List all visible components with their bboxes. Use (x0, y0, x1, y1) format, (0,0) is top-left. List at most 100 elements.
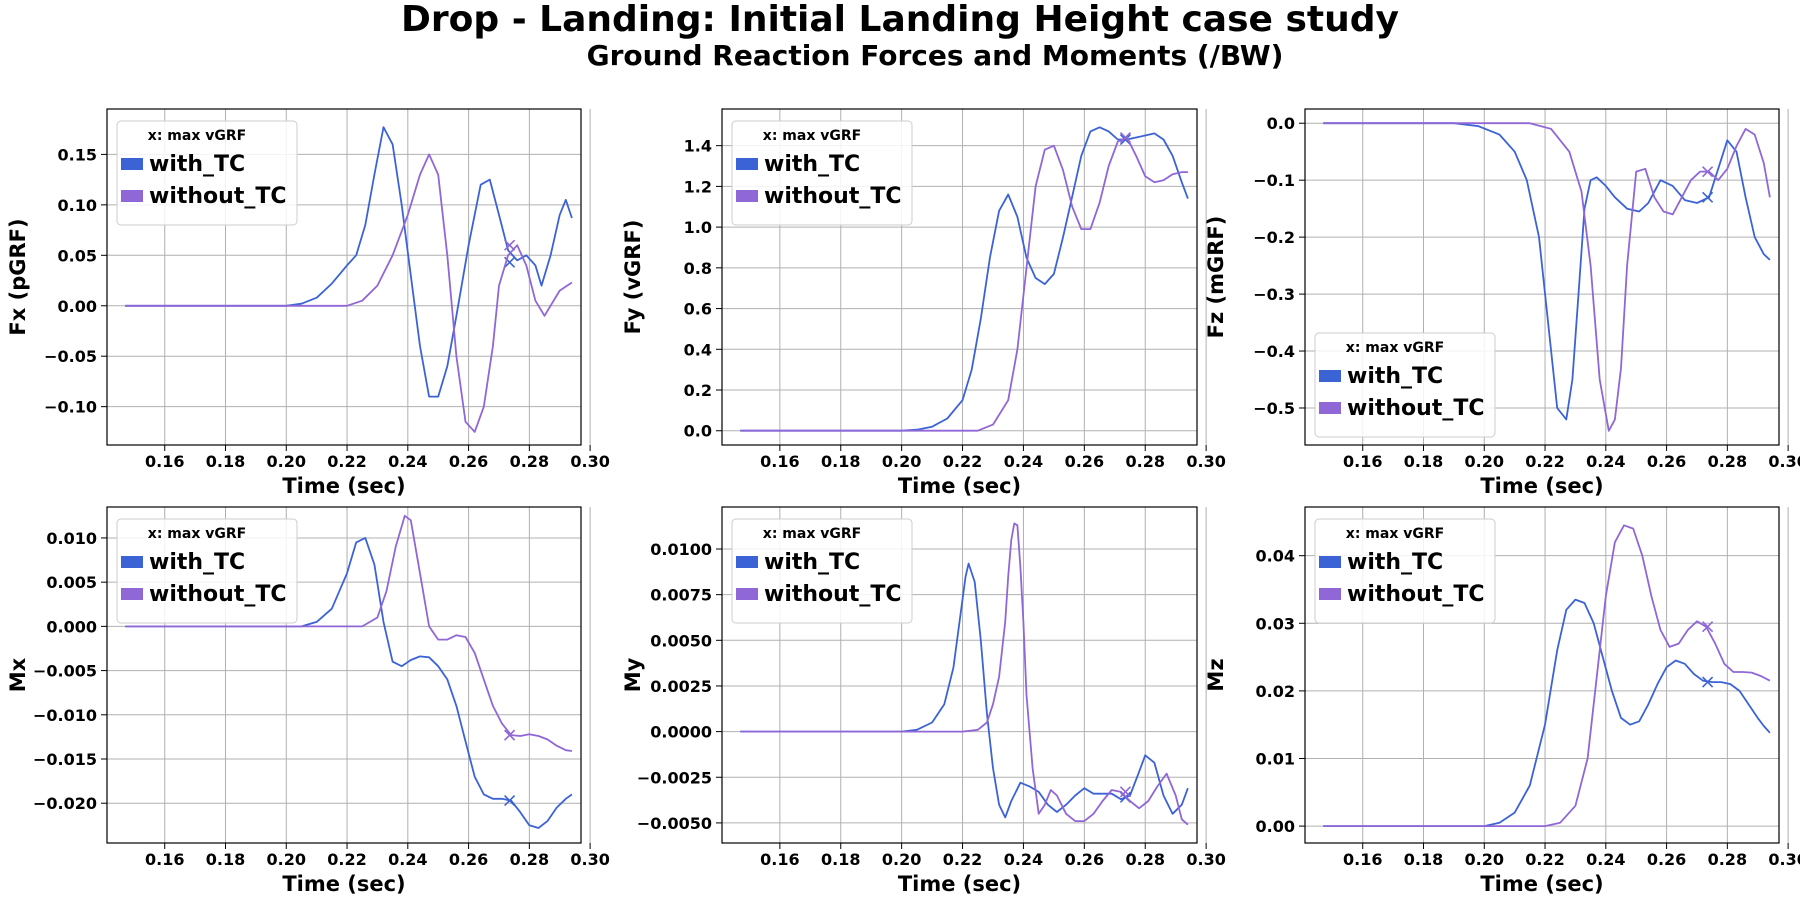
series-line-without_TC (740, 136, 1188, 432)
subplot-6: 0.16 0.18 0.20 0.22 0.24 0.26 0.28 0.30 0.00 0.01… (1204, 506, 1800, 896)
x-axis-label: Time (sec) (282, 872, 405, 896)
x-tick-label: 0.26 (449, 452, 488, 471)
y-tick-label: −0.0025 (637, 768, 712, 787)
subplot-2: 0.16 0.18 0.20 0.22 0.24 0.26 0.28 0.30 0.0 0.2 0.… (621, 108, 1226, 498)
y-tick-label: −0.5 (1253, 399, 1295, 418)
y-tick-label: −0.0050 (637, 814, 712, 833)
max-vgrf-marker (1702, 676, 1714, 688)
axes-frame (1304, 108, 1780, 446)
legend-box (116, 518, 298, 624)
x-tick-label: 0.26 (1065, 850, 1104, 869)
legend-title: x: max vGRF (763, 128, 861, 144)
y-tick-label: 0.01 (1256, 749, 1295, 768)
x-tick-label: 0.20 (1465, 850, 1504, 869)
x-tick-label: 0.16 (760, 452, 799, 471)
y-tick-label: 0.00 (58, 297, 97, 316)
x-tick-label: 0.16 (145, 850, 184, 869)
series-line-without_TC (1323, 122, 1771, 432)
figure-subtitle: Ground Reaction Forces and Moments (/BW) (586, 39, 1284, 72)
x-tick-label: 0.16 (1343, 850, 1382, 869)
y-tick-label: −0.3 (1253, 285, 1295, 304)
x-tick-label: 0.20 (882, 452, 921, 471)
legend-label-without_TC: without_TC (1347, 396, 1485, 421)
y-tick-label: 0.0000 (650, 723, 712, 742)
x-tick-label: 0.22 (1525, 452, 1564, 471)
legend-box (1314, 332, 1496, 438)
x-tick-label: 0.24 (1004, 850, 1043, 869)
y-tick-label: −0.020 (33, 794, 97, 813)
legend-label-without_TC: without_TC (764, 582, 902, 607)
x-tick-label: 0.28 (510, 452, 549, 471)
x-tick-label: 0.22 (327, 850, 366, 869)
x-tick-label: 0.18 (1404, 452, 1443, 471)
legend-box (731, 518, 913, 624)
legend: x: max vGRF with_TC without_TC (116, 518, 298, 624)
y-tick-label: −0.005 (33, 662, 97, 681)
x-tick-label: 0.30 (1768, 452, 1800, 471)
y-axis-label: My (621, 657, 645, 692)
x-tick-label: 0.30 (570, 850, 609, 869)
y-axis-label: Mz (1204, 658, 1228, 691)
max-vgrf-marker (1702, 191, 1714, 203)
x-tick-label: 0.24 (388, 850, 427, 869)
series-line-without_TC (125, 514, 573, 752)
y-tick-label: −0.1 (1253, 171, 1295, 190)
legend: x: max vGRF with_TC without_TC (731, 518, 913, 624)
legend-label-with_TC: with_TC (1347, 364, 1443, 389)
series-line-without_TC (125, 153, 573, 433)
y-tick-label: −0.05 (44, 347, 97, 366)
subplot-5: 0.16 0.18 0.20 0.22 0.24 0.26 0.28 0.30 −0.0050 −… (621, 506, 1226, 896)
max-vgrf-marker (1702, 621, 1714, 633)
axes-frame (106, 506, 582, 844)
subplot-1: 0.16 0.18 0.20 0.22 0.24 0.26 0.28 0.30 −0.10 −0.… (6, 108, 610, 498)
y-tick-label: −0.010 (33, 706, 97, 725)
legend-label-with_TC: with_TC (764, 152, 860, 177)
y-tick-label: 1.2 (684, 177, 712, 196)
legend-label-without_TC: without_TC (149, 184, 287, 209)
series-line-with_TC (740, 126, 1189, 432)
max-vgrf-marker (504, 239, 516, 251)
axes-frame (1304, 506, 1780, 844)
series-line-with_TC (1323, 598, 1771, 827)
legend-swatch-without_TC (736, 588, 758, 600)
x-tick-label: 0.26 (1647, 452, 1686, 471)
legend-label-without_TC: without_TC (149, 582, 287, 607)
y-tick-label: 0.2 (684, 381, 712, 400)
legend-title: x: max vGRF (148, 526, 246, 542)
max-vgrf-marker (1702, 166, 1714, 178)
x-tick-label: 0.18 (206, 850, 245, 869)
y-tick-label: −0.4 (1253, 342, 1295, 361)
max-vgrf-marker (504, 729, 516, 741)
legend-title: x: max vGRF (1346, 340, 1444, 356)
x-tick-label: 0.28 (1708, 850, 1747, 869)
y-axis-label: Fz (mGRF) (1204, 216, 1228, 339)
x-tick-label: 0.24 (388, 452, 427, 471)
figure-title: Drop - Landing: Initial Landing Height c… (401, 0, 1399, 40)
x-tick-label: 0.18 (821, 452, 860, 471)
legend-swatch-with_TC (121, 158, 143, 170)
y-tick-label: 1.4 (684, 137, 712, 156)
series-line-with_TC (125, 126, 573, 398)
x-tick-label: 0.26 (1065, 452, 1104, 471)
x-tick-label: 0.30 (1186, 452, 1225, 471)
legend: x: max vGRF with_TC without_TC (1314, 332, 1496, 438)
legend-label-with_TC: with_TC (149, 550, 245, 575)
max-vgrf-marker (1119, 131, 1132, 144)
x-tick-label: 0.28 (1125, 850, 1164, 869)
y-tick-label: 0.03 (1256, 614, 1295, 633)
x-tick-label: 0.18 (821, 850, 860, 869)
y-tick-label: −0.015 (33, 750, 97, 769)
x-tick-label: 0.30 (1768, 850, 1800, 869)
x-tick-label: 0.20 (882, 850, 921, 869)
legend-label-without_TC: without_TC (764, 184, 902, 209)
legend-title: x: max vGRF (148, 128, 246, 144)
y-tick-label: −0.10 (44, 398, 97, 417)
legend-swatch-without_TC (121, 588, 143, 600)
legend-title: x: max vGRF (763, 526, 861, 542)
y-tick-label: 0.05 (58, 246, 97, 265)
max-vgrf-marker (504, 794, 516, 807)
max-vgrf-marker (1119, 786, 1132, 798)
x-tick-label: 0.30 (570, 452, 609, 471)
y-tick-label: 0.02 (1256, 682, 1295, 701)
